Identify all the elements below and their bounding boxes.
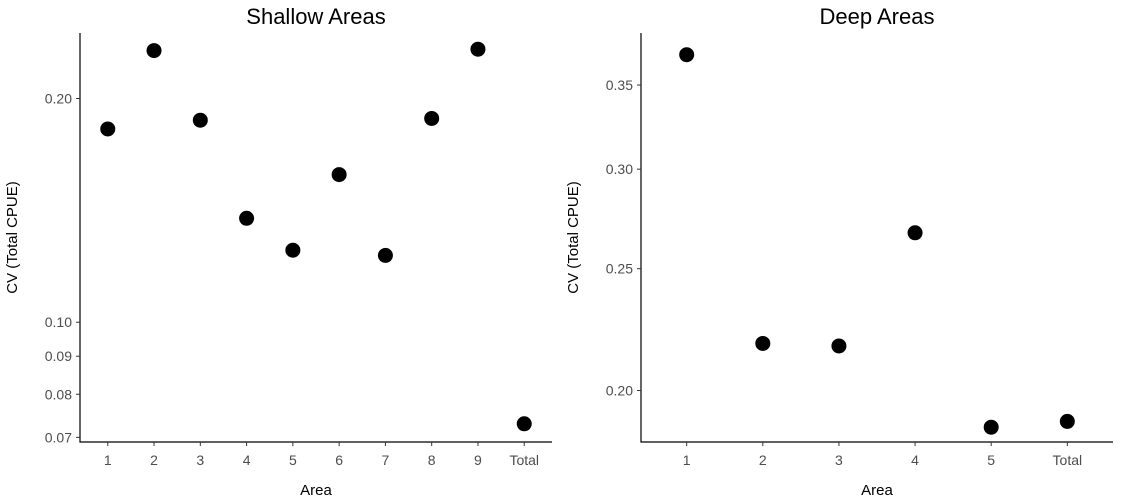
deep-areas-panel: Deep Areas CV (Total CPUE) Area 0.20 0.25… xyxy=(565,4,1113,499)
y-tick-label: 0.07 xyxy=(45,429,72,445)
data-point xyxy=(679,47,695,63)
data-point xyxy=(470,41,486,57)
x-tick-label: 5 xyxy=(289,452,297,468)
y-tick-label: 0.35 xyxy=(606,77,633,93)
axis-lines xyxy=(79,33,552,443)
data-points xyxy=(679,47,1075,435)
data-point xyxy=(331,167,347,183)
axis-lines xyxy=(640,33,1113,443)
x-tick-label: 3 xyxy=(835,452,843,468)
x-tick-label: 1 xyxy=(104,452,112,468)
x-tick-label: 3 xyxy=(196,452,204,468)
x-tick-label: 8 xyxy=(428,452,436,468)
y-tick-label: 0.09 xyxy=(45,348,72,364)
data-point xyxy=(516,416,532,432)
x-tick-label: 6 xyxy=(335,452,343,468)
x-ticks: 1 2 3 4 5 6 7 8 9 Total xyxy=(104,442,539,468)
y-tick-label: 0.10 xyxy=(45,314,72,330)
data-point xyxy=(1059,413,1075,429)
x-axis-label: Area xyxy=(300,482,332,499)
data-point xyxy=(983,419,999,435)
shallow-areas-panel: Shallow Areas CV (Total CPUE) Area 0.070… xyxy=(4,4,552,499)
data-point xyxy=(239,210,255,226)
x-tick-label: Total xyxy=(1053,452,1083,468)
y-tick-label: 0.20 xyxy=(45,91,72,107)
x-tick-label: 9 xyxy=(474,452,482,468)
x-tick-label: 7 xyxy=(382,452,390,468)
chart-title: Shallow Areas xyxy=(246,4,385,29)
y-tick-label: 0.30 xyxy=(606,161,633,177)
y-ticks: 0.20 0.25 0.30 0.35 xyxy=(606,77,641,399)
data-point xyxy=(146,43,162,59)
data-point xyxy=(907,225,923,241)
y-tick-label: 0.25 xyxy=(606,261,633,277)
x-axis-label: Area xyxy=(861,482,893,499)
x-tick-label: Total xyxy=(509,452,539,468)
x-tick-label: 4 xyxy=(243,452,251,468)
data-point xyxy=(424,110,440,126)
x-tick-label: 2 xyxy=(759,452,767,468)
data-point xyxy=(831,338,847,354)
y-axis-label: CV (Total CPUE) xyxy=(565,181,582,294)
data-point xyxy=(100,121,116,137)
y-axis-label: CV (Total CPUE) xyxy=(4,181,21,294)
data-point xyxy=(377,247,393,263)
x-tick-label: 5 xyxy=(987,452,995,468)
x-tick-label: 2 xyxy=(150,452,158,468)
data-point xyxy=(192,112,208,128)
x-ticks: 1 2 3 4 5 Total xyxy=(683,442,1082,468)
x-tick-label: 4 xyxy=(911,452,919,468)
x-tick-label: 1 xyxy=(683,452,691,468)
data-point xyxy=(285,242,301,258)
data-point xyxy=(755,335,771,351)
y-tick-label: 0.20 xyxy=(606,383,633,399)
y-tick-label: 0.08 xyxy=(45,386,72,402)
data-points xyxy=(100,41,532,432)
chart-title: Deep Areas xyxy=(820,4,935,29)
y-ticks: 0.07 0.08 0.09 0.10 0.20 xyxy=(45,91,80,445)
